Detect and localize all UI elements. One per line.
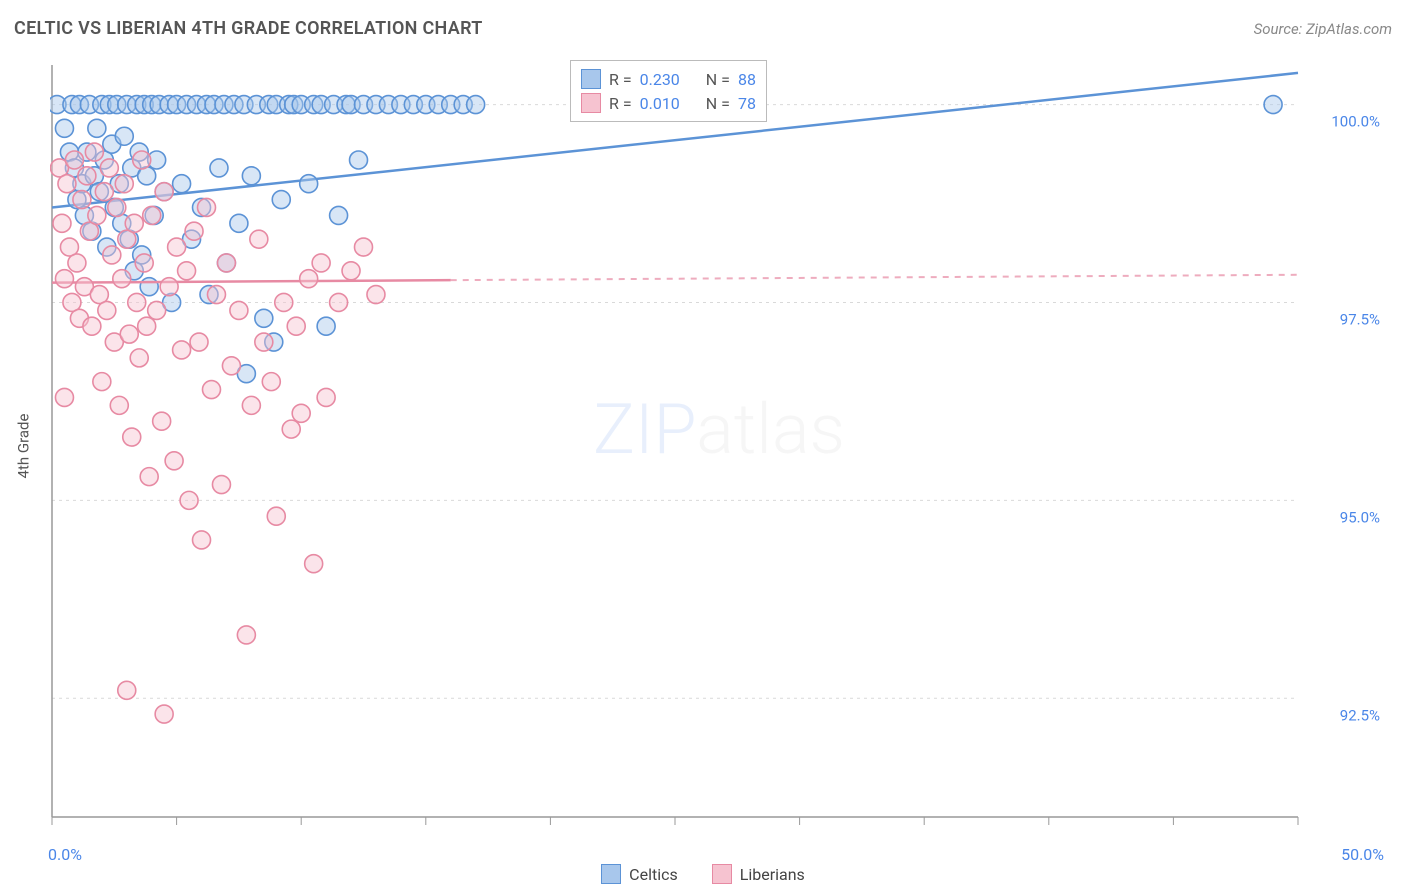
x-axis-max-label: 50.0% [1341,845,1384,864]
celtics-swatch [581,69,601,89]
stats-legend-row-celtics: R = 0.230 N = 88 [581,67,756,91]
y-tick-label: 100.0% [1331,113,1380,131]
n-label: N = [706,70,730,89]
legend-item-liberians: Liberians [712,864,805,884]
liberians-label: Liberians [740,865,805,884]
scatter-plot: 100.0%97.5%95.0%92.5% ZIPatlas [50,55,1388,837]
celtics-label: Celtics [629,865,678,884]
stats-legend: R = 0.230 N = 88 R = 0.010 N = 78 [570,60,767,122]
stats-legend-row-liberians: R = 0.010 N = 78 [581,91,756,115]
x-axis-min-label: 0.0% [48,845,82,864]
celtics-n-value: 88 [738,70,756,89]
liberians-r-value: 0.010 [640,94,680,113]
source-name: ZipAtlas.com [1306,20,1392,38]
celtics-r-value: 0.230 [640,70,680,89]
liberians-swatch-icon [712,864,732,884]
n-label: N = [706,94,730,113]
source-prefix: Source: [1254,20,1306,38]
celtics-swatch-icon [601,864,621,884]
legend-item-celtics: Celtics [601,864,678,884]
y-tick-label: 95.0% [1340,508,1380,526]
liberians-swatch [581,93,601,113]
y-axis-label: 4th Grade [14,414,32,479]
liberians-n-value: 78 [738,94,756,113]
source-attribution: Source: ZipAtlas.com [1254,20,1392,38]
chart-title: CELTIC VS LIBERIAN 4TH GRADE CORRELATION… [14,18,483,39]
r-label: R = [609,70,632,89]
y-tick-label: 97.5% [1340,310,1380,328]
bottom-legend: Celtics Liberians [0,864,1406,884]
r-label: R = [609,94,632,113]
y-tick-label: 92.5% [1340,706,1380,724]
